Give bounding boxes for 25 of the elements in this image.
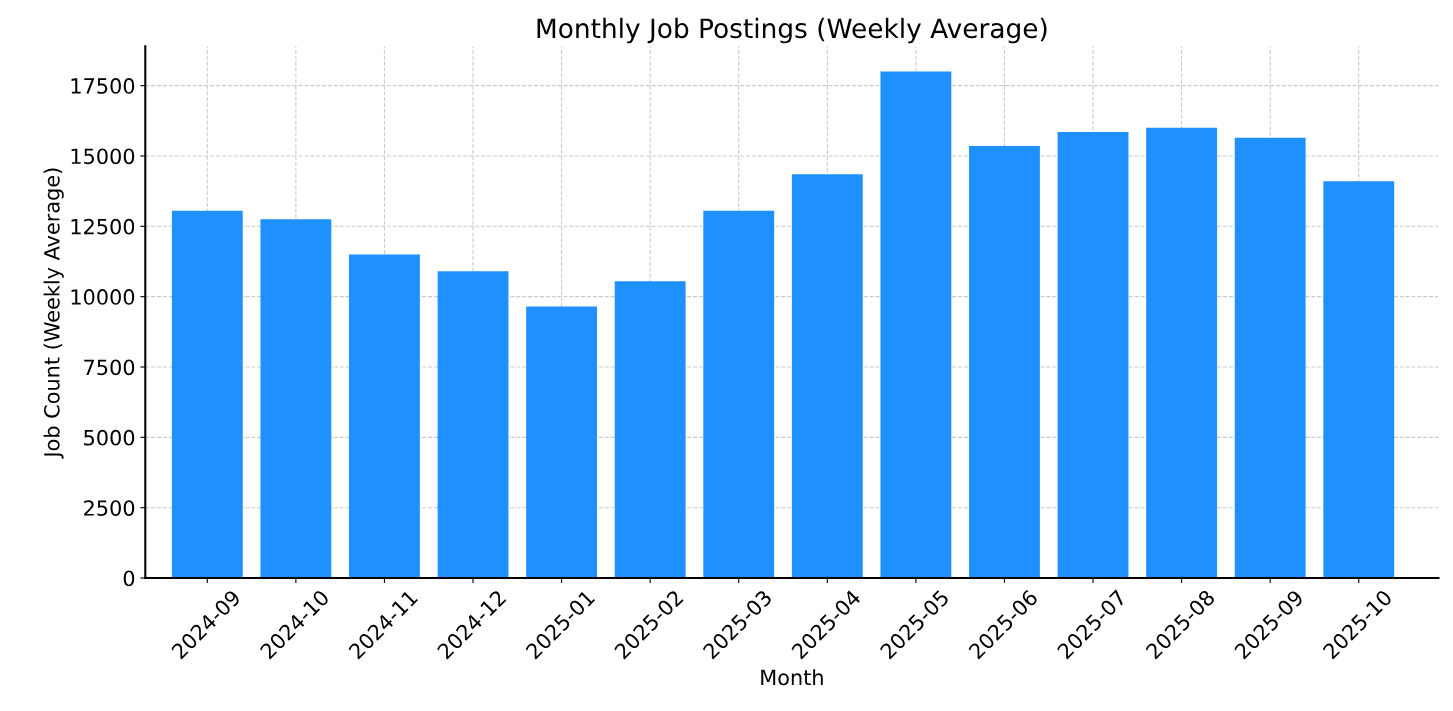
y-tick-label: 17500 bbox=[71, 78, 135, 94]
bar bbox=[1146, 127, 1218, 579]
y-tick-label: 10000 bbox=[71, 289, 135, 305]
bar bbox=[349, 254, 420, 579]
y-tick-label: 12500 bbox=[71, 218, 135, 235]
bar bbox=[526, 306, 598, 579]
bar bbox=[260, 219, 332, 579]
bar bbox=[171, 210, 243, 579]
y-axis-title: Job Count (Weekly Average) bbox=[43, 168, 64, 459]
y-tick-label: 15000 bbox=[71, 148, 135, 165]
y-tick-label: 7500 bbox=[84, 359, 135, 376]
bar bbox=[969, 146, 1040, 579]
x-axis-title: Month bbox=[761, 669, 823, 686]
bar bbox=[880, 71, 952, 579]
bar bbox=[1234, 137, 1306, 579]
chart-title: Monthly Job Postings (Weekly Average) bbox=[537, 17, 1047, 44]
bar bbox=[614, 281, 686, 579]
y-tick-label: 2500 bbox=[84, 500, 135, 516]
bar bbox=[703, 210, 775, 579]
bar bbox=[791, 174, 863, 579]
y-tick-label: 0 bbox=[123, 570, 135, 587]
bar bbox=[1323, 181, 1395, 579]
y-tick-label: 5000 bbox=[84, 429, 135, 446]
bar bbox=[1057, 132, 1129, 579]
bar bbox=[437, 271, 509, 579]
